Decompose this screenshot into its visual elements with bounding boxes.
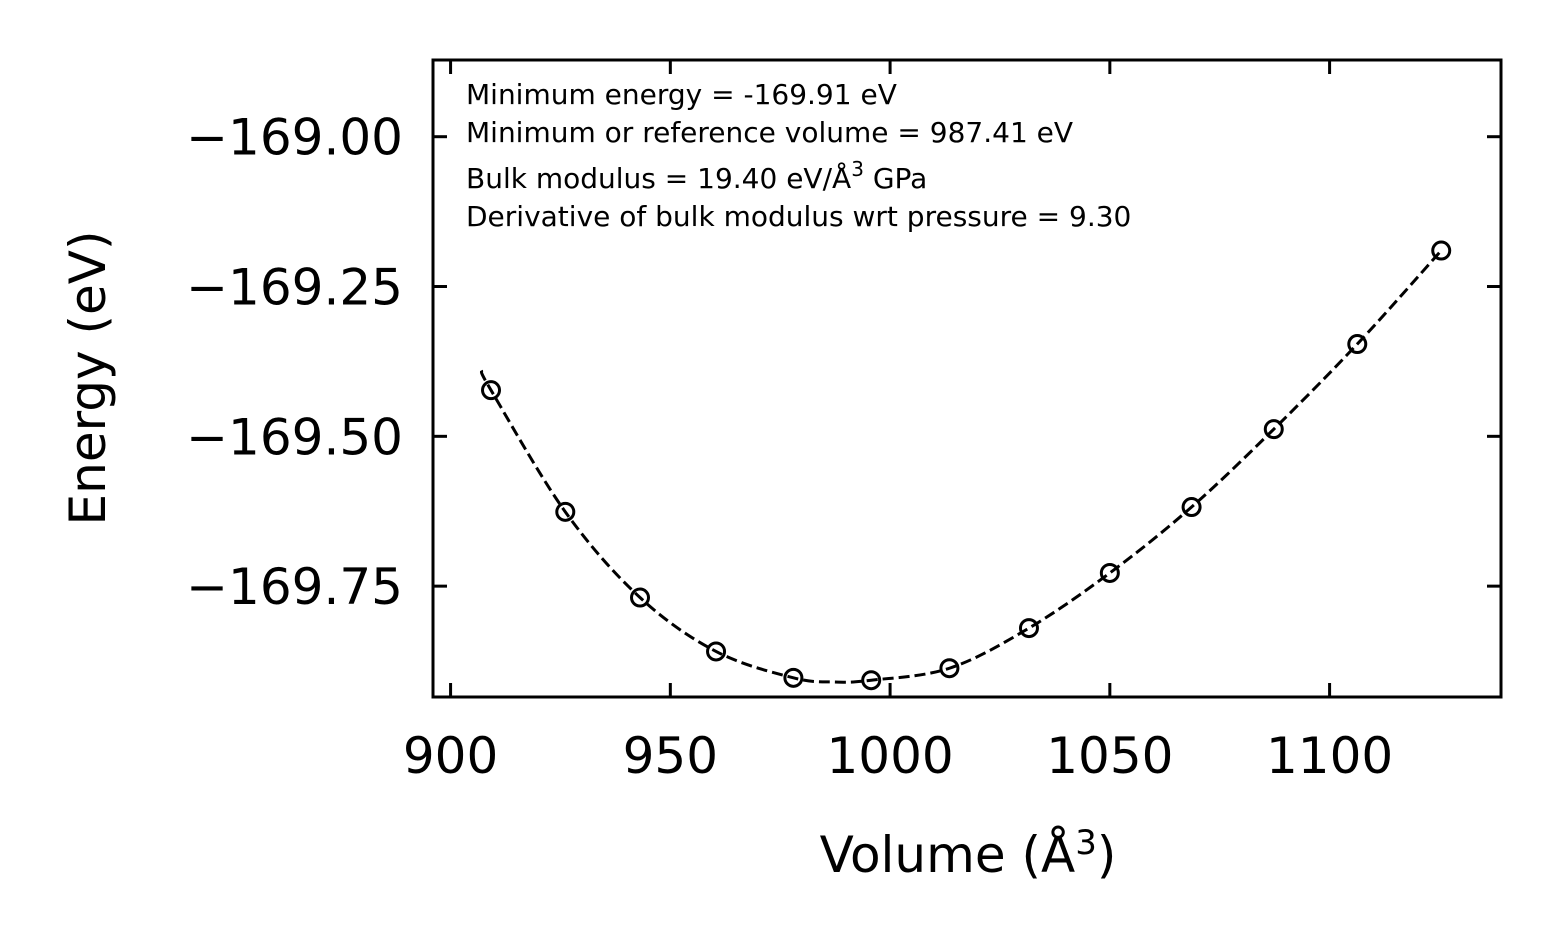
x-tick-label: 1050 (1046, 727, 1173, 785)
y-tick-label: −169.75 (186, 558, 403, 616)
data-point (481, 380, 502, 401)
plot-frame (431, 58, 1503, 699)
data-point (555, 501, 576, 522)
x-tick-label: 950 (623, 727, 718, 785)
y-tick-label: −169.50 (186, 408, 403, 466)
data-point (1181, 497, 1202, 518)
fit-annotation: Minimum energy = -169.91 eV Minimum or r… (466, 78, 1131, 233)
x-tick-label: 900 (403, 727, 498, 785)
annotation-min-volume: Minimum or reference volume = 987.41 eV (466, 116, 1073, 149)
y-tick-label: −169.00 (186, 109, 403, 167)
data-point (861, 670, 882, 691)
y-axis-label: Energy (eV) (59, 231, 117, 526)
x-tick-label: 1000 (826, 727, 953, 785)
data-point (1263, 419, 1284, 440)
x-tick-label: 1100 (1266, 727, 1393, 785)
annotation-min-energy: Minimum energy = -169.91 eV (466, 78, 897, 111)
data-point (1099, 562, 1120, 583)
data-point (1347, 334, 1368, 355)
data-point (706, 641, 727, 662)
annotation-bulk-modulus-derivative: Derivative of bulk modulus wrt pressure … (466, 200, 1131, 233)
y-axis-ticks: −169.00 −169.25 −169.50 −169.75 (186, 109, 1501, 616)
annotation-bulk-modulus: Bulk modulus = 19.40 eV/Å3 GPa (466, 157, 927, 195)
plot-marks (479, 240, 1452, 691)
data-point (1431, 240, 1452, 261)
fit-curve (479, 249, 1443, 684)
x-axis-label: Volume (Å3) (820, 823, 1117, 884)
data-point (783, 667, 804, 688)
data-point (630, 587, 651, 608)
data-point (939, 658, 960, 679)
y-tick-label: −169.25 (186, 259, 403, 317)
x-axis-ticks: 900 950 1000 1050 1100 (403, 60, 1393, 785)
data-point (1018, 618, 1039, 639)
